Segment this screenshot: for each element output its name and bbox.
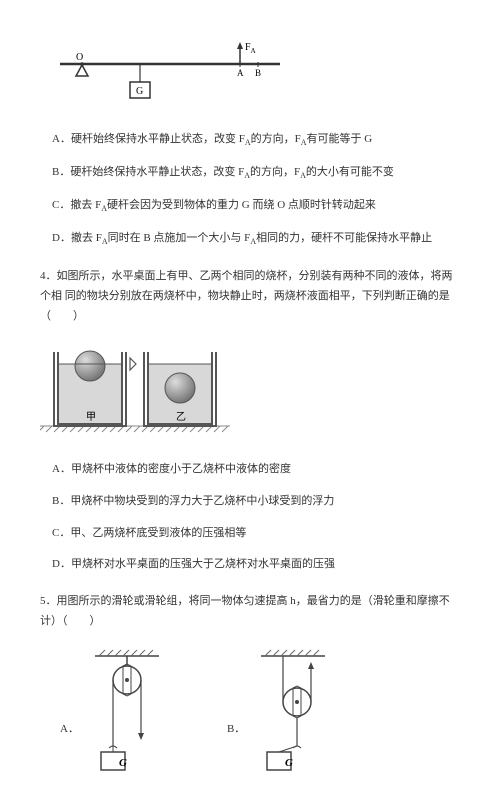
q3-option-a: A．硬杆始终保持水平静止状态，改变 FA的方向，FA有可能等于 G [52,131,460,150]
q3-option-b: B．硬杆始终保持水平静止状态，改变 FA的方向，FA的大小有可能不变 [52,164,460,183]
point-a-label: A [237,68,244,78]
q4-option-c: C．甲、乙两烧杯底受到液体的压强相等 [52,525,460,543]
beaker-figure: 甲 乙 [40,340,460,443]
q3-option-c: C．撤去 FA硬杆会因为受到物体的重力 G 而绕 O 点顺时针转动起来 [52,197,460,216]
weight-g-b: G [285,757,293,769]
beaker-left-label: 甲 [86,412,96,423]
pulley-row: A． G [60,646,460,776]
option-b-label: B． [227,720,245,736]
pulley-b-svg: G [253,646,333,776]
point-b-label: B [255,68,261,78]
weight-g-a: G [119,757,127,769]
q4-option-b: B．甲烧杯中物块受到的浮力大于乙烧杯中小球受到的浮力 [52,493,460,511]
pulley-option-a: A． G [60,646,167,776]
q5-text: 5．用图所示的滑轮或滑轮组，将同一物体匀速提高 h，最省力的是（滑轮重和摩擦不计… [40,592,460,632]
beaker-svg: 甲 乙 [40,340,230,440]
pulley-option-b: B． G [227,646,333,776]
weight-label: G [136,86,143,97]
q4-option-a: A．甲烧杯中液体的密度小于乙烧杯中液体的密度 [52,461,460,479]
lever-svg: O G FA A B [40,40,300,110]
q4-option-d: D．甲烧杯对水平桌面的压强大于乙烧杯对水平桌面的压强 [52,556,460,574]
q3-option-d: D．撤去 FA同时在 B 点施加一个大小与 FA相同的力，硬杆不可能保持水平静止 [52,230,460,249]
q4-text: 4．如图所示，水平桌面上有甲、乙两个相同的烧杯，分别装有两种不同的液体，将两个相… [40,267,460,326]
pulley-a-svg: G [87,646,167,776]
lever-figure: O G FA A B [40,40,460,113]
option-a-label: A． [60,720,79,736]
beaker-right-label: 乙 [176,411,186,423]
fulcrum-label: O [76,52,83,63]
svg-text:FA: FA [245,42,256,55]
